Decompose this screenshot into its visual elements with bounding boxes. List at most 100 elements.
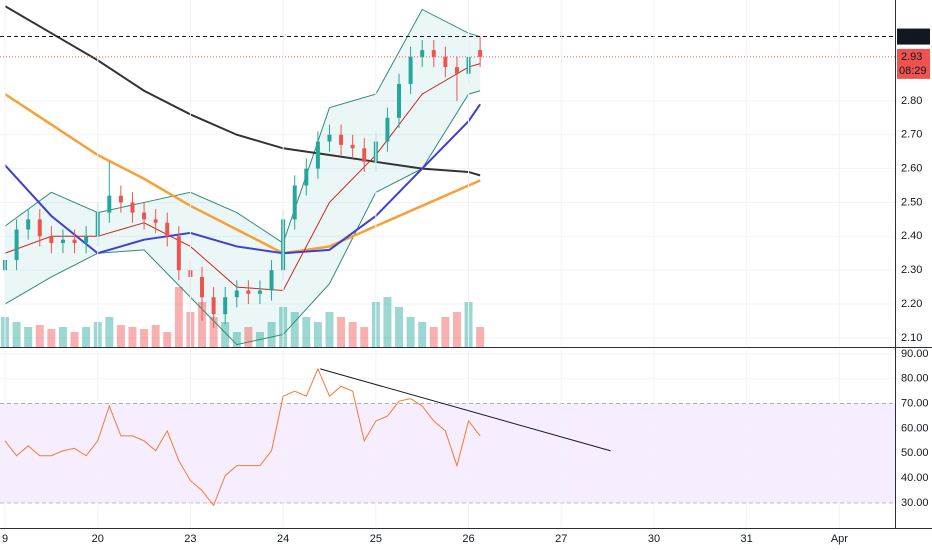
candle-body — [315, 141, 320, 169]
volume-bar — [313, 322, 322, 347]
candle-body — [478, 50, 483, 57]
volume-bar — [232, 332, 241, 347]
candle-body — [200, 276, 205, 298]
y-tick-label: 70.00 — [901, 398, 929, 410]
y-tick-label: 2.80 — [901, 95, 922, 107]
volume-bar — [267, 322, 276, 347]
y-tick-label: 90.00 — [901, 348, 929, 360]
volume-bar — [302, 317, 311, 347]
price-label-box — [897, 28, 930, 45]
y-tick-label: 2.20 — [901, 298, 922, 310]
volume-bar — [198, 302, 207, 347]
volume-bar — [325, 312, 334, 347]
y-tick-label: 2.60 — [901, 162, 922, 174]
y-tick-label: 30.00 — [901, 497, 929, 509]
candle-body — [269, 270, 274, 291]
candle-body — [49, 236, 54, 244]
volume-bar — [128, 327, 137, 347]
candle-body — [211, 297, 216, 315]
candle-body — [234, 290, 239, 298]
volume-bar — [24, 327, 33, 347]
indicator-line — [4, 90, 481, 346]
rsi-line — [4, 367, 481, 507]
candle-body — [339, 134, 344, 145]
indicator-line — [4, 93, 481, 255]
volume-bar — [337, 317, 346, 347]
volume-bar — [58, 327, 67, 347]
y-tick-label: 2.50 — [901, 196, 922, 208]
candle-body — [84, 236, 89, 244]
x-tick-label: Apr — [831, 533, 848, 545]
x-tick-label: 26 — [462, 533, 474, 545]
last-price-box — [897, 48, 930, 79]
countdown: 08:29 — [899, 65, 927, 77]
volume-bar — [452, 312, 461, 347]
price-label: 2.99 — [901, 30, 922, 42]
volume-bar — [209, 317, 218, 347]
indicator-line — [4, 8, 481, 244]
candle-body — [60, 239, 65, 244]
candle-body — [223, 297, 228, 315]
volume-bar — [174, 287, 183, 347]
volume-bar — [395, 307, 404, 347]
y-tick-label: 2.30 — [901, 264, 922, 276]
candle-body — [142, 212, 147, 220]
volume-bar — [116, 325, 125, 347]
x-tick-label: 23 — [184, 533, 196, 545]
x-tick-label: 31 — [741, 533, 753, 545]
volume-bar — [70, 332, 79, 347]
band-fill — [5, 9, 481, 345]
candle-body — [246, 290, 251, 294]
y-tick-label: 50.00 — [901, 447, 929, 459]
candle-body — [153, 219, 158, 223]
candle-body — [443, 56, 448, 68]
volume-bar — [244, 327, 253, 347]
volume-bar — [47, 329, 56, 347]
volume-bar — [441, 317, 450, 347]
x-tick-label: 24 — [277, 533, 289, 545]
x-tick-label: 25 — [370, 533, 382, 545]
volume-bar — [35, 325, 44, 347]
volume-bar — [221, 322, 230, 347]
candle-body — [26, 219, 31, 230]
volume-bar — [82, 327, 91, 347]
y-tick-label: 2.40 — [901, 230, 922, 242]
candle-body — [165, 222, 170, 237]
candle-body — [292, 185, 297, 220]
y-tick-label: 2.10 — [901, 332, 922, 344]
x-tick-label: 20 — [92, 533, 104, 545]
candle-body — [362, 148, 367, 162]
y-tick-label: 60.00 — [901, 422, 929, 434]
indicator-line — [4, 5, 481, 177]
x-tick-label: 27 — [555, 533, 567, 545]
candle-body — [130, 202, 135, 213]
volume-bar — [140, 329, 149, 347]
candle-body — [327, 134, 332, 142]
x-tick-label: 9 — [2, 533, 8, 545]
candle-body — [37, 219, 42, 237]
volume-bar — [105, 317, 114, 347]
candle-body — [408, 56, 413, 84]
volume-bar — [476, 327, 485, 347]
volume-bar — [429, 327, 438, 347]
candle-body — [107, 195, 112, 213]
volume-bar — [360, 327, 369, 347]
last-price-label: 2.93 — [901, 51, 922, 63]
volume-bar — [348, 322, 357, 347]
candle-body — [454, 67, 459, 74]
candle-body — [14, 229, 19, 260]
x-tick-label: 30 — [648, 533, 660, 545]
volume-bar — [383, 297, 392, 347]
volume-bar — [406, 317, 415, 347]
y-tick-label: 80.00 — [901, 373, 929, 385]
volume-bar — [290, 312, 299, 347]
candle-body — [72, 239, 77, 244]
y-tick-label: 2.70 — [901, 129, 922, 141]
candle-body — [385, 117, 390, 142]
candle-body — [397, 83, 402, 118]
candle-body — [118, 195, 123, 203]
volume-bar — [163, 332, 172, 347]
trendline — [320, 368, 611, 452]
